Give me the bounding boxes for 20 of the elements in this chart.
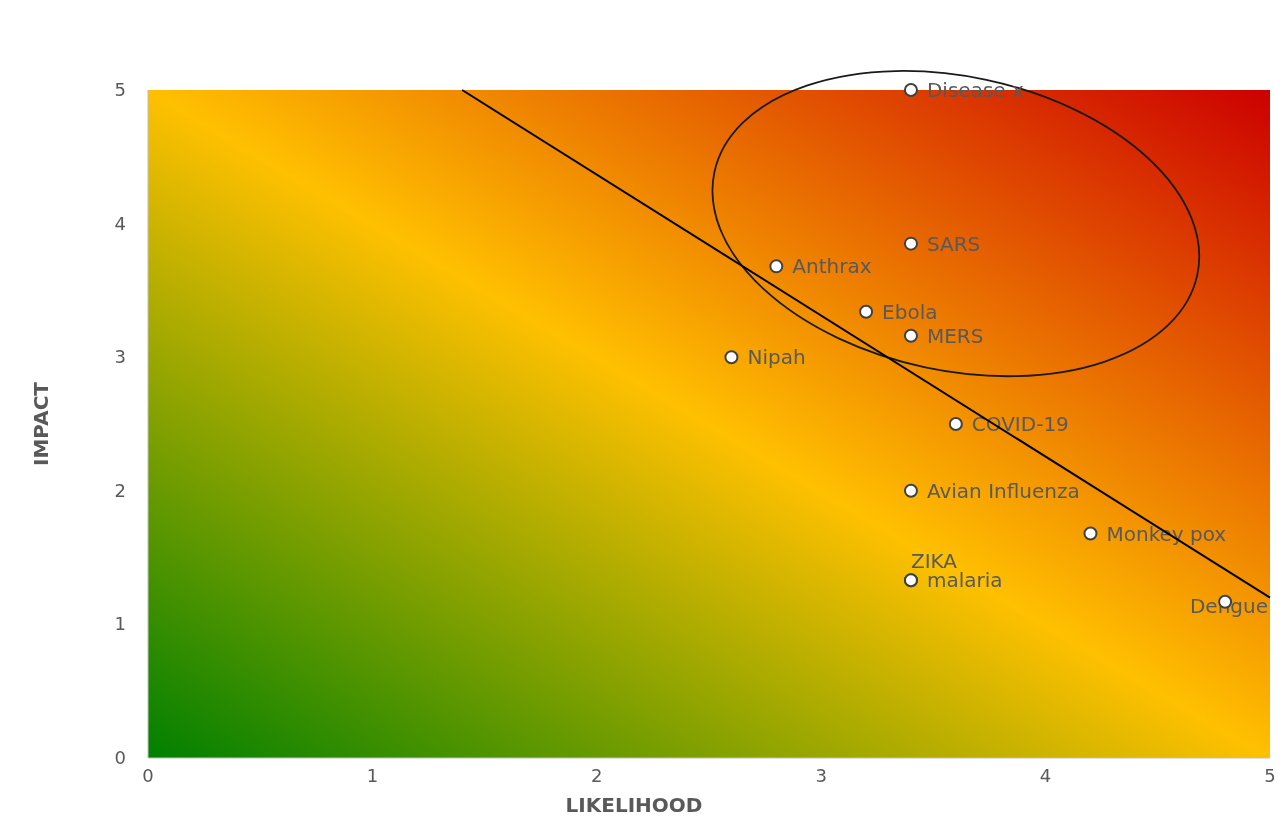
x-tick-label: 4: [1039, 765, 1052, 786]
y-tick-label: 0: [114, 747, 126, 768]
series-label: Anthrax: [792, 254, 872, 279]
y-tick-label: 4: [114, 212, 126, 234]
series-label: Avian Influenza: [926, 478, 1080, 503]
series-label: SARS: [926, 231, 981, 256]
x-axis-title: LIKELIHOOD: [565, 793, 703, 817]
x-tick-label: 3: [815, 765, 827, 786]
x-tick-label: 0: [142, 765, 154, 786]
y-tick-label: 1: [114, 613, 126, 635]
x-tick-label: 5: [1264, 765, 1276, 786]
y-tick-label: 5: [114, 79, 126, 100]
y-tick-label: 3: [114, 346, 126, 368]
series-label: Nipah: [747, 345, 806, 370]
y-axis-title: IMPACT: [29, 381, 53, 466]
x-tick-label: 2: [591, 765, 603, 786]
series-label: Ebola: [882, 299, 938, 324]
x-tick-label: 1: [366, 765, 379, 786]
y-tick-label: 2: [114, 479, 126, 501]
series-label: MERS: [926, 323, 984, 348]
